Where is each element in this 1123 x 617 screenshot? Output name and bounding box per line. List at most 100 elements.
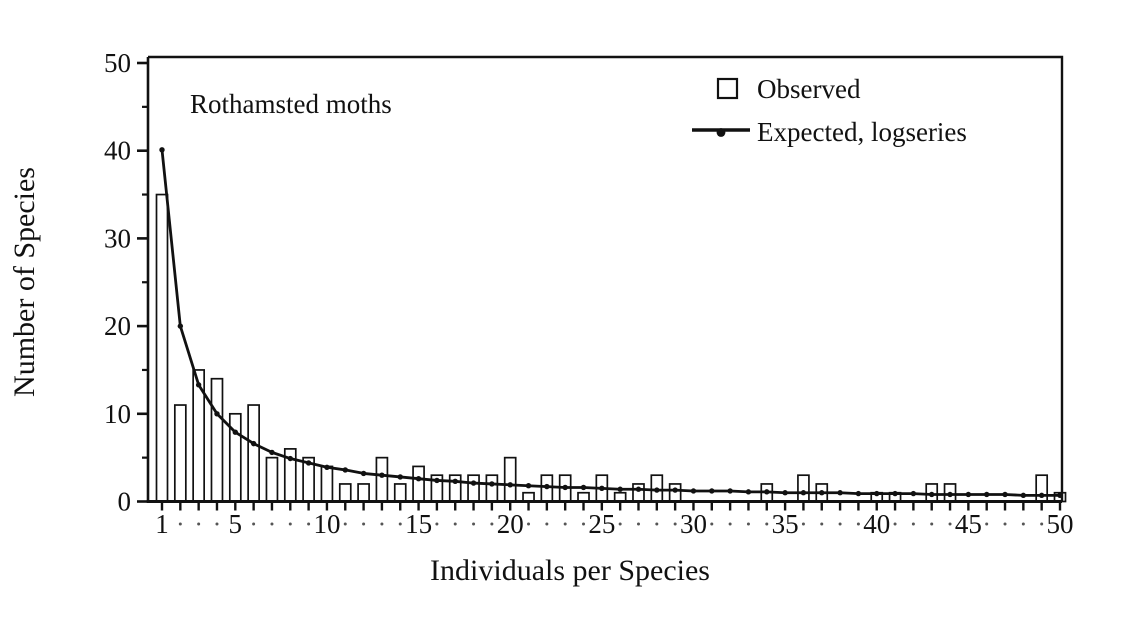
x-tick-label: 10 <box>313 509 340 539</box>
expected-point <box>342 467 348 473</box>
expected-point <box>672 487 678 493</box>
x-axis-dot <box>985 522 989 526</box>
expected-point <box>910 490 917 497</box>
expected-point <box>562 484 568 491</box>
expected-point <box>489 481 495 487</box>
x-axis-dot <box>710 522 714 526</box>
expected-point <box>819 490 825 496</box>
x-axis-dot <box>1021 522 1025 526</box>
expected-point <box>709 488 715 494</box>
x-axis-dot <box>820 522 824 526</box>
legend: Observed Expected, logseries <box>692 74 967 147</box>
observed-bars-group <box>155 193 1067 503</box>
x-tick-label: 1 <box>155 509 169 539</box>
expected-point <box>232 429 239 435</box>
expected-point <box>599 485 605 492</box>
x-tick-label: 15 <box>405 509 432 539</box>
expected-point <box>305 460 312 466</box>
x-axis-dot <box>746 522 750 526</box>
observed-bar <box>503 456 517 503</box>
x-axis-dot <box>948 522 952 526</box>
x-axis-title: Individuals per Species <box>430 554 710 587</box>
x-tick-label: 30 <box>680 509 707 539</box>
expected-point <box>397 474 403 480</box>
y-tick-label: 50 <box>104 48 131 78</box>
expected-point <box>580 484 587 491</box>
x-axis-dot <box>856 522 860 526</box>
expected-point <box>507 482 513 488</box>
x-axis-dot <box>655 522 659 526</box>
x-axis-dot <box>563 522 567 526</box>
observed-bar <box>265 456 279 503</box>
expected-point <box>177 323 184 329</box>
observed-bar <box>467 474 480 503</box>
expected-curve-line <box>160 149 1060 497</box>
expected-point <box>159 147 165 153</box>
x-axis-dot <box>527 522 531 526</box>
x-tick-label: 40 <box>863 509 890 539</box>
expected-point <box>874 490 880 497</box>
expected-point <box>1002 491 1008 498</box>
x-axis-dot <box>472 522 476 526</box>
x-axis-dot <box>911 522 915 526</box>
expected-point <box>1038 492 1045 499</box>
x-tick-label: 45 <box>955 509 982 539</box>
expected-point <box>965 491 972 498</box>
expected-point <box>379 472 385 478</box>
x-axis-dot <box>343 522 347 526</box>
observed-bar <box>375 456 389 503</box>
x-tick-label: 50 <box>1047 509 1074 539</box>
x-axis-dot <box>215 522 219 526</box>
expected-point <box>764 489 770 495</box>
x-axis-dot <box>728 522 732 526</box>
observed-bar <box>320 465 334 503</box>
x-axis-dot <box>307 522 311 526</box>
expected-point <box>287 455 293 462</box>
legend-expected-dot-icon <box>716 128 726 137</box>
x-axis-dot <box>178 522 182 526</box>
observed-bar <box>338 483 352 503</box>
x-axis-dot <box>801 522 805 526</box>
x-axis-dot <box>398 522 402 526</box>
legend-observed-label: Observed <box>757 74 861 104</box>
plot-frame-top-right <box>148 55 1064 502</box>
expected-point <box>654 487 660 493</box>
x-tick-label: 35 <box>772 509 799 539</box>
expected-point <box>983 491 990 498</box>
expected-point <box>269 449 275 456</box>
legend-observed-square-icon <box>716 77 739 100</box>
expected-point <box>617 486 623 492</box>
observed-bar <box>247 404 260 503</box>
plot-annotation: Rothamsted moths <box>190 89 392 119</box>
expected-point <box>947 491 953 498</box>
observed-bar <box>797 474 810 503</box>
x-axis-dot <box>545 522 549 526</box>
expected-point <box>1020 492 1027 499</box>
expected-point <box>415 475 422 482</box>
x-axis-dot <box>1040 522 1044 526</box>
x-axis-dot <box>893 522 897 526</box>
expected-point <box>452 478 458 485</box>
y-tick-label: 30 <box>104 223 131 253</box>
y-tick-label: 20 <box>104 311 131 341</box>
legend-expected-label: Expected, logseries <box>757 117 967 147</box>
expected-point <box>635 486 642 492</box>
x-axis-dot <box>490 522 494 526</box>
x-axis-dot <box>453 522 457 526</box>
expected-curve-group <box>159 147 1063 499</box>
expected-point <box>800 490 807 496</box>
x-axis-dot <box>362 522 366 526</box>
observed-bar <box>357 483 370 503</box>
y-axis-title: Number of Species <box>8 167 41 397</box>
expected-point <box>525 483 532 489</box>
observed-bar <box>173 404 187 503</box>
expected-point <box>324 464 330 470</box>
expected-point <box>929 491 935 498</box>
x-tick-label: 20 <box>497 509 524 539</box>
y-tick-label: 10 <box>104 399 131 429</box>
expected-point <box>250 440 257 447</box>
expected-point <box>892 490 898 497</box>
